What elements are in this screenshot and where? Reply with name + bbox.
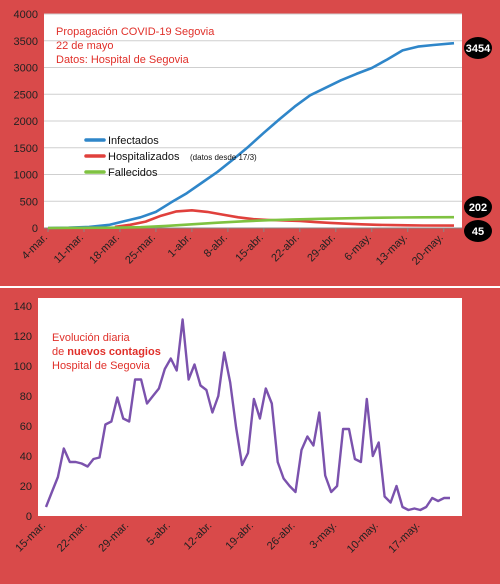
- series-line-nuevos-contagios: [44, 318, 450, 512]
- x-tick-label: 8-abr.: [202, 232, 230, 260]
- chart-title-line: de nuevos contagios: [52, 346, 161, 358]
- x-tick-label: 11-mar.: [52, 232, 86, 266]
- x-tick-label: 1-abr.: [166, 232, 194, 260]
- y-tick-label: 1500: [14, 143, 38, 155]
- propagacion-chart: 0 500 1000 1500 2000 2500 3000 3500 4000 4-mar. 11…: [14, 9, 492, 268]
- x-tick-label: 6-may.: [342, 232, 374, 264]
- chart-panel-evolucion: 0 20 40 60 80 100 120 140 15-mar. 22-mar. 29-mar. 5…: [0, 288, 500, 584]
- series-line-infectados: [47, 41, 455, 230]
- y-tick-label: 0: [26, 511, 32, 523]
- x-tick-label: 29-mar.: [96, 520, 131, 555]
- end-value-badge: [464, 196, 492, 218]
- end-value-badge: [464, 37, 492, 59]
- plot-area: [38, 298, 462, 516]
- x-tick-label: 19-abr.: [223, 520, 256, 553]
- series-line-fallecidos: [47, 215, 455, 230]
- legend-label: Hospitalizados: [108, 151, 180, 163]
- x-tick-label: 10-may.: [345, 520, 381, 556]
- evolucion-chart: 0 20 40 60 80 100 120 140 15-mar. 22-mar. 29-mar. 5…: [13, 298, 462, 556]
- y-tick-label: 2500: [14, 89, 38, 101]
- x-tick-label: 15-mar.: [13, 520, 48, 555]
- y-tick-label: 1000: [14, 170, 38, 182]
- x-tick-label: 5-abr.: [145, 520, 173, 548]
- chart-title-line: Datos: Hospital de Segovia: [56, 54, 190, 66]
- y-tick-label: 0: [32, 223, 38, 235]
- x-tick-label: 13-may.: [374, 232, 410, 268]
- end-value-label: 45: [472, 226, 484, 238]
- x-tick-label: 22-mar.: [55, 520, 90, 555]
- end-value-badge: [464, 220, 492, 242]
- y-tick-label: 3500: [14, 36, 38, 48]
- legend-note: (datos desde 17/3): [190, 153, 257, 162]
- y-tick-label: 60: [20, 421, 32, 433]
- chart-title-line: Evolución diaria: [52, 332, 131, 344]
- legend-label: Fallecidos: [108, 167, 158, 179]
- y-tick-label: 20: [20, 481, 32, 493]
- chart-panel-propagacion: 0 500 1000 1500 2000 2500 3000 3500 4000 4-mar. 11…: [0, 0, 500, 286]
- x-tick-label: 4-mar.: [20, 232, 51, 263]
- y-tick-label: 120: [14, 331, 32, 343]
- x-tick-label: 25-mar.: [123, 232, 158, 267]
- y-tick-label: 40: [20, 451, 32, 463]
- y-tick-label: 2000: [14, 116, 38, 128]
- y-tick-label: 80: [20, 391, 32, 403]
- chart-title-line: 22 de mayo: [56, 40, 113, 52]
- x-tick-label: 18-mar.: [87, 232, 122, 267]
- x-tick-label: 22-abr.: [269, 232, 302, 265]
- x-tick-label: 20-may.: [410, 232, 446, 268]
- x-tick-label: 12-abr.: [182, 520, 215, 553]
- y-tick-label: 3000: [14, 63, 38, 75]
- y-tick-label: 140: [14, 301, 32, 313]
- y-tick-label: 4000: [14, 9, 38, 21]
- x-tick-label: 15-abr.: [233, 232, 266, 265]
- x-tick-label: 3-may.: [308, 520, 340, 552]
- end-value-label: 202: [469, 202, 487, 214]
- x-tick-label: 29-abr.: [305, 232, 338, 265]
- x-tick-label: 26-abr.: [265, 520, 298, 553]
- y-tick-label: 500: [20, 196, 38, 208]
- y-tick-label: 100: [14, 361, 32, 373]
- legend-label: Infectados: [108, 135, 159, 147]
- chart-title-line: Hospital de Segovia: [52, 360, 151, 372]
- chart-title-line: Propagación COVID-19 Segovia: [56, 26, 215, 38]
- end-value-label: 3454: [466, 43, 491, 55]
- x-tick-label: 17-may.: [386, 520, 422, 556]
